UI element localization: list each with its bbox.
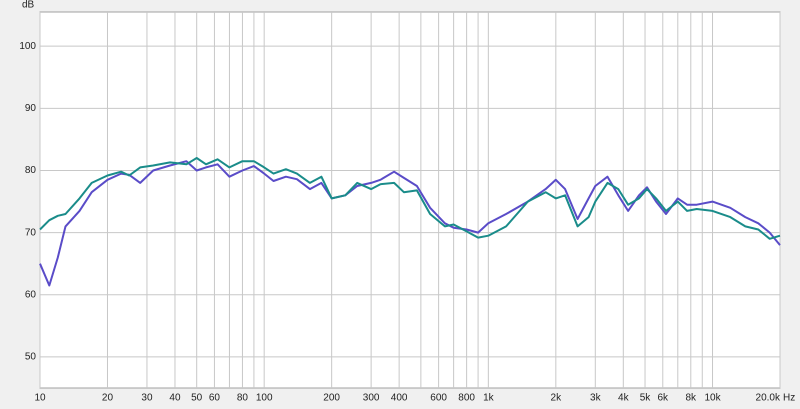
response-curve — [39, 157, 781, 240]
x-axis-label: Hz — [783, 393, 795, 404]
x-tick-label: 80 — [237, 393, 249, 404]
y-tick-label: 90 — [25, 103, 37, 114]
x-tick-label: 60 — [209, 393, 221, 404]
x-tick-label: 100 — [256, 393, 273, 404]
plot-area — [39, 11, 781, 389]
x-tick-label: 600 — [430, 393, 447, 404]
x-tick-label: 10 — [34, 393, 46, 404]
x-tick-label: 800 — [458, 393, 475, 404]
y-tick-label: 70 — [25, 227, 37, 238]
y-tick-label: 50 — [25, 352, 37, 363]
x-tick-label: 300 — [363, 393, 380, 404]
response-curve — [39, 160, 781, 287]
x-tick-label: 2k — [551, 393, 563, 404]
x-tick-label: 200 — [323, 393, 340, 404]
x-tick-label: 4k — [618, 393, 630, 404]
y-tick-label: 60 — [25, 289, 37, 300]
y-axis-label: dB — [22, 0, 35, 11]
x-tick-label: 8k — [686, 393, 698, 404]
y-tick-label: 100 — [19, 41, 36, 52]
x-tick-label: 10k — [704, 393, 721, 404]
x-tick-label: 20 — [102, 393, 114, 404]
x-tick-label: 400 — [391, 393, 408, 404]
x-tick-label: 50 — [191, 393, 203, 404]
x-tick-label: 5k — [640, 393, 652, 404]
x-tick-label: 6k — [658, 393, 670, 404]
x-tick-label: 20.0k — [756, 393, 781, 404]
x-tick-label: 3k — [590, 393, 602, 404]
x-tick-label: 40 — [169, 393, 181, 404]
x-tick-label: 30 — [141, 393, 153, 404]
y-tick-label: 80 — [25, 165, 37, 176]
x-tick-label: 1k — [483, 393, 495, 404]
